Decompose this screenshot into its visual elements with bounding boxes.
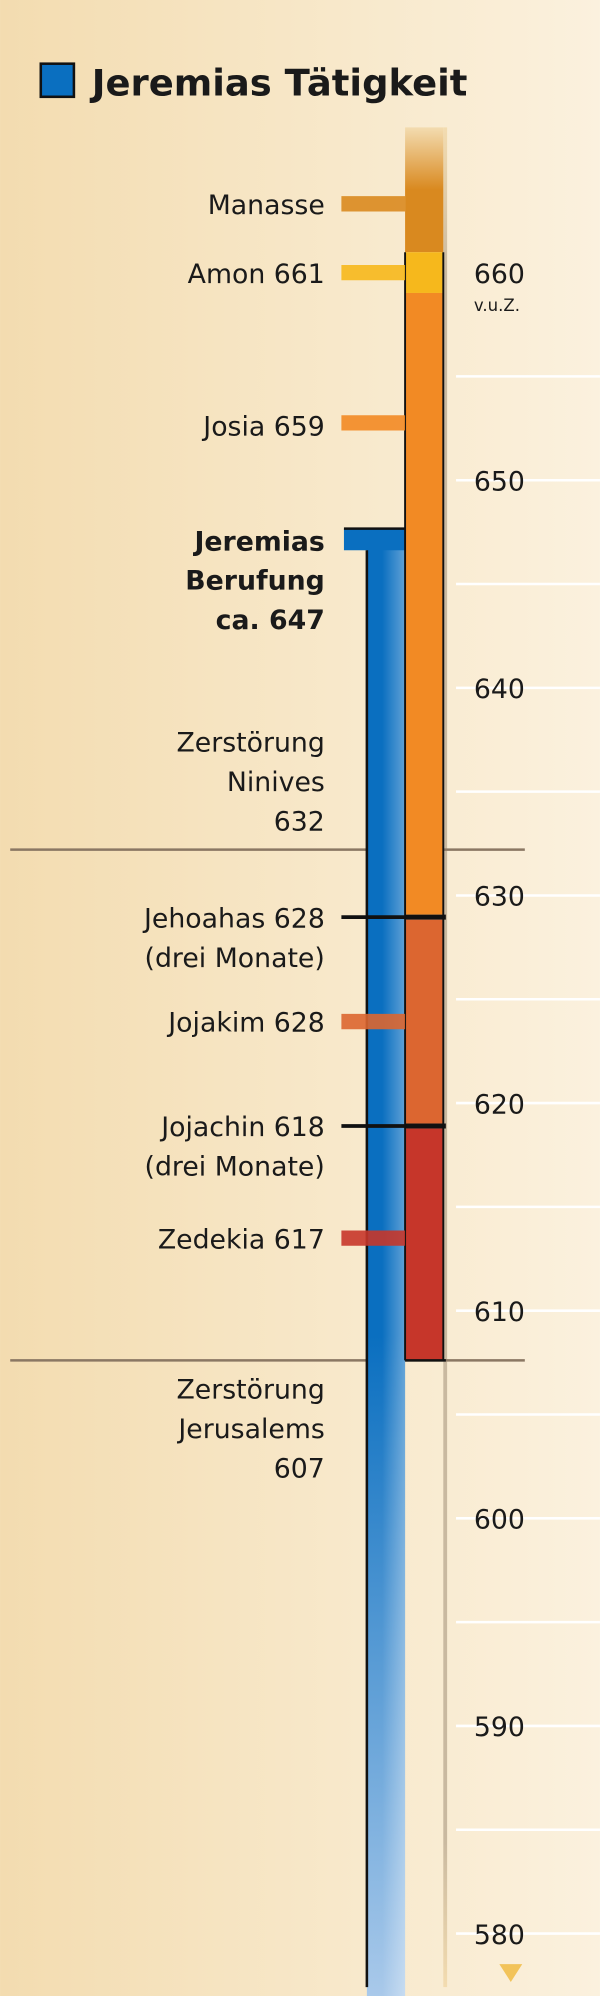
axis-label: 640	[474, 674, 525, 705]
continue-arrow	[499, 1964, 523, 1982]
axis-label: 660	[474, 259, 525, 290]
event-label: Jehoahas 628	[142, 903, 325, 934]
event-label: Zedekia 617	[158, 1224, 325, 1255]
connector	[341, 415, 406, 431]
event-label: Manasse	[208, 190, 325, 221]
connector	[341, 1230, 406, 1246]
connector	[341, 196, 406, 212]
axis-label: 580	[474, 1920, 525, 1951]
event-label: (drei Monate)	[145, 1152, 325, 1183]
legend-swatch	[39, 62, 76, 99]
axis-label: 600	[474, 1505, 525, 1536]
event-label: ca. 647	[216, 605, 325, 636]
axis-label: 650	[474, 466, 525, 497]
reign-amon	[405, 252, 444, 293]
event-label: Zerstörung	[176, 1375, 324, 1406]
axis-label: 590	[474, 1712, 525, 1743]
event-label: Berufung	[185, 566, 325, 597]
event-label: (drei Monate)	[145, 943, 325, 974]
axis-unit: v.u.Z.	[474, 296, 520, 315]
event-label: Jojachin 618	[159, 1112, 325, 1143]
title: Jeremias Tätigkeit	[89, 62, 468, 105]
axis-line	[443, 127, 448, 1988]
event-label: Josia 659	[201, 412, 325, 443]
connector	[341, 264, 406, 281]
axis-label: 610	[474, 1297, 525, 1328]
event-label: Ninives	[227, 767, 325, 798]
connector	[341, 1013, 406, 1030]
event-label: Jojakim 628	[166, 1008, 325, 1039]
axis-label: 630	[474, 882, 525, 913]
event-label: Zerstörung	[176, 728, 324, 759]
event-label: Jerusalems	[176, 1414, 324, 1445]
event-label: 607	[274, 1454, 325, 1485]
event-label: Jeremias	[192, 526, 324, 557]
axis-label: 620	[474, 1089, 525, 1120]
reign-manasse	[405, 127, 444, 253]
reign-zedekia	[405, 1128, 444, 1361]
reign-jojakim	[405, 919, 444, 1124]
bar-highlight	[382, 550, 406, 1996]
event-label: 632	[274, 806, 325, 837]
event-label: Amon 661	[188, 259, 325, 290]
reign-josia	[405, 292, 444, 915]
